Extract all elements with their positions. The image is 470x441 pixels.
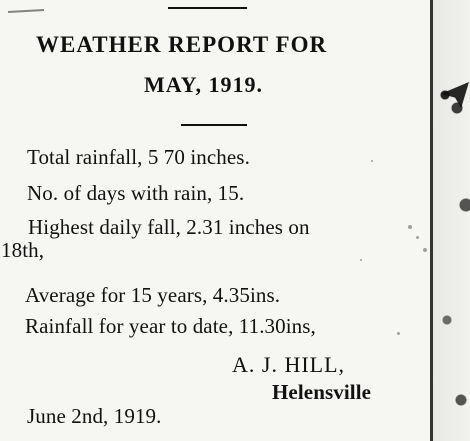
ink-speck <box>397 332 400 335</box>
ink-speck <box>408 225 412 229</box>
top-rule <box>168 7 247 9</box>
ink-speck <box>423 248 427 252</box>
ink-speck <box>360 259 362 261</box>
adjacent-column-noise <box>433 0 470 441</box>
total-rainfall-line: Total rainfall, 5 70 inches. <box>27 145 250 169</box>
report-title-line-1: WEATHER REPORT FOR <box>36 32 328 57</box>
report-title-line-2: MAY, 1919. <box>144 72 264 97</box>
year-to-date-line: Rainfall for year to date, 11.30ins, <box>25 314 316 338</box>
signature-name: A. J. HILL, <box>232 352 346 377</box>
report-date: June 2nd, 1919. <box>27 404 162 428</box>
signature-place: Helensville <box>272 380 372 404</box>
highest-fall-line: Highest daily fall, 2.31 inches on <box>28 215 310 239</box>
average-line: Average for 15 years, 4.35ins. <box>25 283 281 307</box>
title-divider <box>181 124 247 126</box>
column-divider <box>430 0 433 441</box>
highest-fall-date: 18th, <box>1 238 45 262</box>
ink-speck <box>371 160 373 162</box>
ink-speck-top-left <box>7 9 45 13</box>
ink-speck <box>416 236 419 239</box>
rain-days-line: No. of days with rain, 15. <box>27 181 245 205</box>
